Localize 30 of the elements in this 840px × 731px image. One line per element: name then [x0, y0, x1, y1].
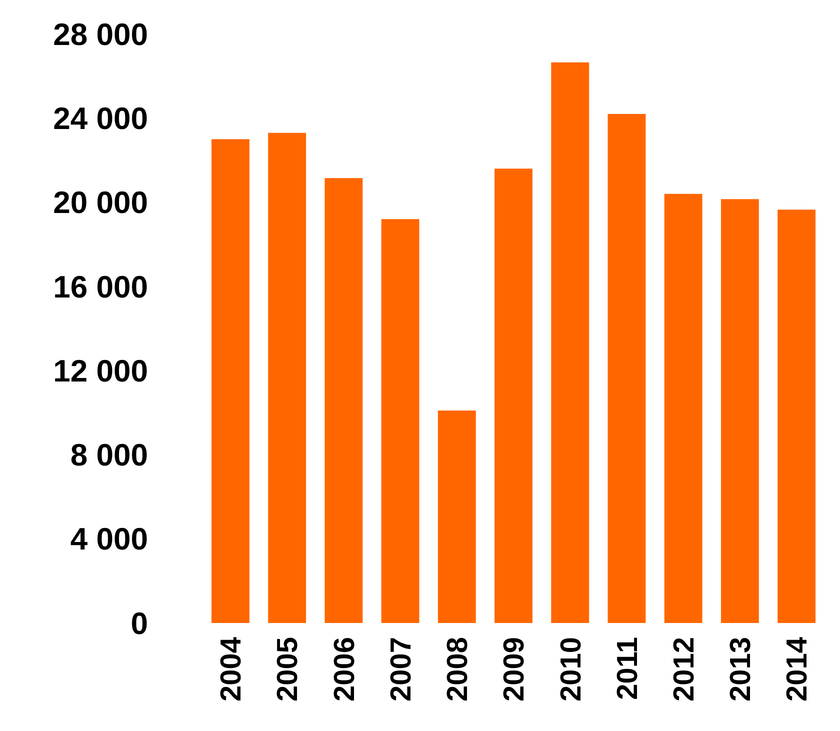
bar [720, 199, 759, 623]
x-tick-label: 2014 [782, 637, 814, 702]
y-tick-label: 8 000 [70, 438, 148, 473]
x-tick-label: 2007 [385, 637, 418, 702]
x-tick-label: 2011 [612, 637, 644, 700]
y-tick-label: 28 000 [53, 16, 148, 52]
x-tick-label: 2010 [555, 637, 588, 702]
x-tick-label: 2012 [668, 637, 700, 702]
bar [211, 139, 250, 623]
bar [551, 62, 590, 623]
y-tick-label: 12 000 [53, 353, 148, 388]
bar [494, 168, 532, 623]
y-tick-label: 4 000 [70, 522, 148, 557]
bar [324, 178, 363, 623]
bar [664, 194, 702, 623]
y-tick-label: 0 [130, 606, 148, 641]
bar [778, 210, 816, 623]
x-tick-label: 2005 [272, 637, 304, 702]
x-tick-label: 2013 [725, 637, 758, 702]
bar [608, 114, 646, 623]
y-tick-label: 24 000 [53, 100, 148, 136]
bar [381, 219, 420, 623]
y-tick-label: 16 000 [53, 269, 148, 304]
x-tick-label: 2009 [498, 637, 531, 702]
x-tick-label: 2006 [328, 637, 361, 702]
bar [438, 410, 476, 623]
x-tick-label: 2004 [216, 637, 248, 702]
x-tick-label: 2008 [442, 637, 474, 702]
y-tick-label: 20 000 [53, 185, 148, 220]
bar [268, 132, 306, 623]
